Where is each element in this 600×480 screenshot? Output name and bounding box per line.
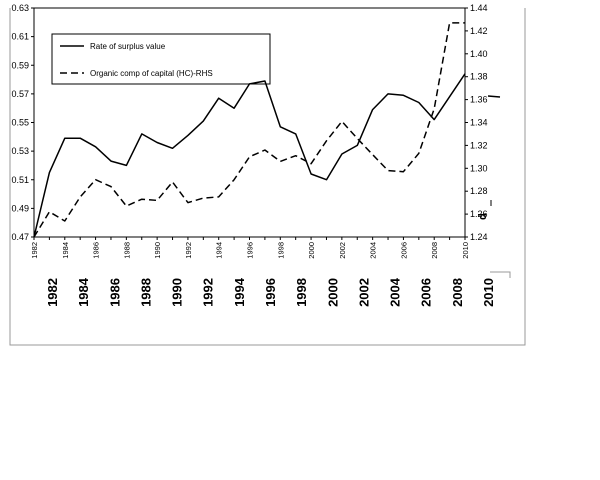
y-left-tick-label: 0.59 xyxy=(11,60,29,70)
y-left-tick-label: 0.47 xyxy=(11,232,29,242)
x-tick-label: 1994 xyxy=(215,242,224,259)
x-tick-label: 1992 xyxy=(184,242,193,259)
x-tick-label: 1996 xyxy=(246,242,255,259)
x-tick-label-large: 1994 xyxy=(232,277,247,307)
x-tick-label: 1984 xyxy=(61,242,70,259)
y-left-tick-label: 0.61 xyxy=(11,32,29,42)
x-tick-label-large: 1996 xyxy=(263,278,278,307)
y-left-tick-label: 0.55 xyxy=(11,118,29,128)
y-right-tick-label: 1.30 xyxy=(470,163,488,173)
stray-letter: d xyxy=(477,213,489,220)
x-tick-label: 2004 xyxy=(369,242,378,259)
stray-dash-mark xyxy=(487,95,501,98)
y-right-tick-label: 1.42 xyxy=(470,26,488,36)
series-layer xyxy=(33,22,466,238)
y-left-tick-label: 0.53 xyxy=(11,146,29,156)
x-tick-label-large: 1986 xyxy=(107,278,122,307)
y-left-tick-label: 0.63 xyxy=(11,3,29,13)
y-right-tick-label: 1.40 xyxy=(470,49,488,59)
legend-label-0: Rate of surplus value xyxy=(90,42,166,51)
y-left-tick-label: 0.49 xyxy=(11,203,29,213)
x-tick-label: 1982 xyxy=(30,242,39,259)
legend: Rate of surplus value Organic comp of ca… xyxy=(51,33,271,85)
x-tick-label-large: 1990 xyxy=(170,278,185,307)
y-right-tick-label: 1.26 xyxy=(470,209,488,219)
x-tick-label: 2010 xyxy=(461,242,470,259)
x-tick-label-large: 2004 xyxy=(388,277,403,307)
y-left-tick-label: 0.51 xyxy=(11,175,29,185)
y-right-tick-label: 1.34 xyxy=(470,118,488,128)
series-line-organic-composition xyxy=(33,22,465,238)
x-tick-label: 2006 xyxy=(399,242,408,259)
series-line-rate-of-surplus-value xyxy=(33,73,466,238)
x-tick-label-large: 1984 xyxy=(76,277,91,307)
y-right-tick-label: 1.32 xyxy=(470,140,488,150)
x-tick-labels: 1982 1984 1986 1988 1990 1992 1994 1996 1998 2000… xyxy=(30,237,470,259)
x-tick-label-large: 2008 xyxy=(450,278,465,307)
x-tick-label-large: 1992 xyxy=(201,278,216,307)
x-tick-label: 1998 xyxy=(276,242,285,259)
x-tick-labels-large: 1982 1984 1986 1988 1990 1992 1994 1996 1998 2000… xyxy=(45,277,496,307)
x-tick-label-large: 2002 xyxy=(356,278,371,307)
legend-box xyxy=(51,33,271,85)
x-tick-label: 1986 xyxy=(92,242,101,259)
x-tick-label-large: 2000 xyxy=(325,278,340,307)
x-tick-label: 1990 xyxy=(153,242,162,259)
x-tick-label: 2002 xyxy=(338,242,347,259)
x-tick-label-large: 1982 xyxy=(45,278,60,307)
x-tick-label-large: 2010 xyxy=(481,278,496,307)
x-tick-label-large: 1988 xyxy=(138,278,153,307)
x-tick-label-large: 1998 xyxy=(294,278,309,307)
x-tick-label: 2008 xyxy=(430,242,439,259)
y-right-tick-label: 1.28 xyxy=(470,186,488,196)
x-tick-label: 2000 xyxy=(307,242,316,259)
y-right-tick-labels: 1.24 1.26 1.28 1.30 1.32 1.34 1.36 1.38 1.40 1.42… xyxy=(465,3,488,242)
y-right-tick-label: 1.24 xyxy=(470,232,488,242)
stray-bracket xyxy=(490,271,511,278)
x-tick-label: 1988 xyxy=(122,242,131,259)
y-left-tick-labels: 0.47 0.49 0.51 0.53 0.55 0.57 0.59 0.61 0.63 xyxy=(11,3,34,242)
x-tick-label-large: 2006 xyxy=(419,278,434,307)
y-right-tick-label: 1.36 xyxy=(470,95,488,105)
y-right-tick-label: 1.38 xyxy=(470,72,488,82)
y-right-tick-label: 1.44 xyxy=(470,3,488,13)
frame-border xyxy=(9,8,526,346)
legend-label-1: Organic comp of capital (HC)-RHS xyxy=(90,69,213,78)
y-left-tick-label: 0.57 xyxy=(11,89,29,99)
